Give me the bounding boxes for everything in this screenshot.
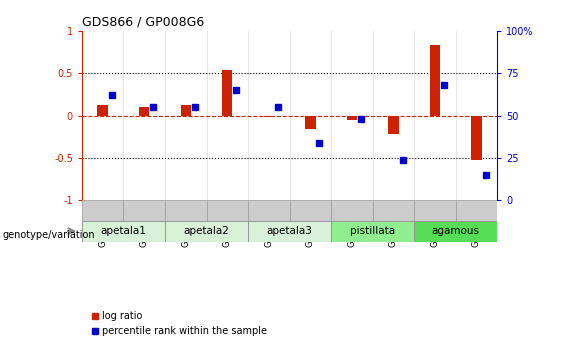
Bar (331, 200, 373, 221)
Bar (471, 116, 481, 159)
Bar (165, 200, 207, 221)
Text: apetala3: apetala3 (267, 226, 312, 236)
Text: apetala1: apetala1 (101, 226, 146, 236)
Bar (373, 200, 414, 221)
Text: agamous: agamous (432, 226, 480, 236)
Bar (248, 200, 289, 221)
Bar (165, 221, 248, 242)
Bar (414, 221, 497, 242)
Bar (82, 200, 123, 221)
Bar (98, 106, 108, 116)
Bar (331, 221, 414, 242)
Bar (207, 200, 248, 221)
Bar (430, 46, 440, 116)
Bar (388, 116, 398, 134)
Bar (123, 200, 165, 221)
Bar (305, 116, 315, 129)
Text: genotype/variation: genotype/variation (3, 230, 95, 239)
Bar (414, 200, 455, 221)
Text: GDS866 / GP008G6: GDS866 / GP008G6 (82, 16, 204, 29)
Bar (264, 116, 274, 117)
Bar (222, 70, 232, 116)
Bar (248, 221, 331, 242)
Bar (289, 200, 331, 221)
Bar (347, 116, 357, 120)
Bar (455, 200, 497, 221)
Text: pistillata: pistillata (350, 226, 395, 236)
Text: apetala2: apetala2 (184, 226, 229, 236)
Bar (139, 107, 149, 116)
Bar (82, 221, 165, 242)
Bar (181, 105, 191, 116)
Legend: log ratio, percentile rank within the sample: log ratio, percentile rank within the sa… (87, 307, 271, 340)
